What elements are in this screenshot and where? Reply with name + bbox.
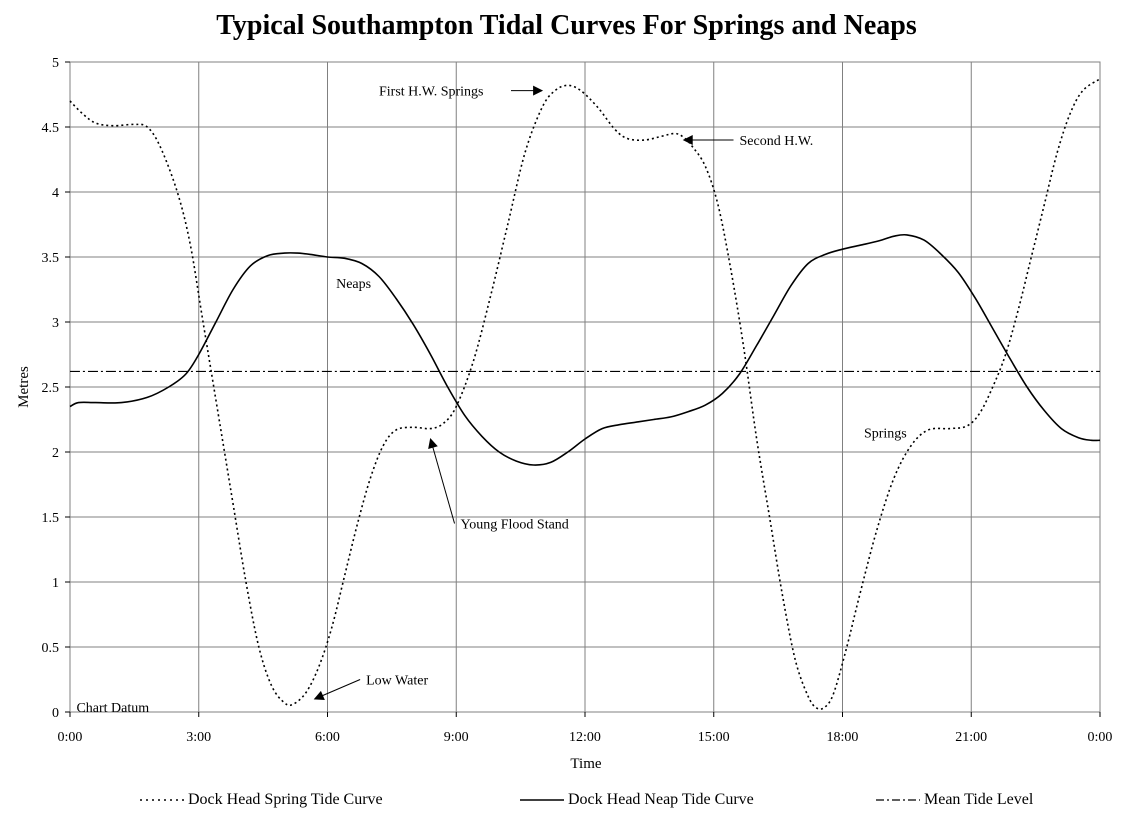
x-axis-title: Time <box>570 756 601 772</box>
grid-lines <box>69 61 1101 713</box>
legend-label-neap: Dock Head Neap Tide Curve <box>568 791 754 808</box>
x-tick-label: 12:00 <box>569 730 601 745</box>
legend-item-mean: Mean Tide Level <box>876 789 1033 811</box>
chart-title: Typical Southampton Tidal Curves For Spr… <box>216 10 917 41</box>
legend-swatch-mean <box>876 799 920 801</box>
legend-swatch-neap <box>520 799 564 801</box>
y-tick-label: 1.5 <box>42 511 60 526</box>
y-tick-label: 0 <box>52 706 59 721</box>
x-tick-label: 0:00 <box>58 730 83 745</box>
x-tick-label: 21:00 <box>955 730 987 745</box>
y-tick-label: 4.5 <box>42 121 60 136</box>
x-tick-label: 0:00 <box>1088 730 1113 745</box>
series-line-spring <box>69 78 1101 710</box>
axes: 0:00 3:00 6:00 9:00 12:00 15:00 18:00 21:00 0:00… <box>42 56 1113 745</box>
annotation-label: Second H.W. <box>740 134 814 149</box>
y-tick-label: 5 <box>52 56 59 71</box>
x-tick-label: 18:00 <box>827 730 859 745</box>
annotation-label: Low Water <box>366 674 428 689</box>
annotation-arrow <box>313 679 361 701</box>
y-axis-title: Metres <box>16 366 32 408</box>
annotation-label: Chart Datum <box>76 701 149 716</box>
series-lines <box>69 78 1101 710</box>
legend-label-mean: Mean Tide Level <box>924 791 1034 808</box>
annotation-label: Springs <box>864 427 907 442</box>
legend-item-spring: Dock Head Spring Tide Curve <box>140 789 383 811</box>
legend-item-neap: Dock Head Neap Tide Curve <box>520 789 754 811</box>
y-tick-label: 4 <box>52 186 59 201</box>
y-tick-label: 2.5 <box>42 381 60 396</box>
x-tick-label: 6:00 <box>315 730 340 745</box>
legend-label-spring: Dock Head Spring Tide Curve <box>188 791 383 808</box>
annotation-arrow <box>428 438 456 524</box>
x-tick-label: 9:00 <box>444 730 469 745</box>
y-tick-label: 2 <box>52 446 59 461</box>
annotation-label: First H.W. Springs <box>379 85 484 100</box>
y-tick-label: 3.5 <box>42 251 60 266</box>
y-tick-label: 1 <box>52 576 59 591</box>
annotation-label: Neaps <box>336 277 371 292</box>
annotation-label: Young Flood Stand <box>461 518 569 533</box>
y-tick-label: 3 <box>52 316 59 331</box>
y-tick-label: 0.5 <box>42 641 60 656</box>
annotations: First H.W. Springs Second H.W. Neaps Young … <box>76 85 906 716</box>
x-tick-label: 15:00 <box>698 730 730 745</box>
x-tick-label: 3:00 <box>186 730 211 745</box>
legend-swatch-spring <box>140 799 184 801</box>
series-line-neap <box>69 233 1101 466</box>
